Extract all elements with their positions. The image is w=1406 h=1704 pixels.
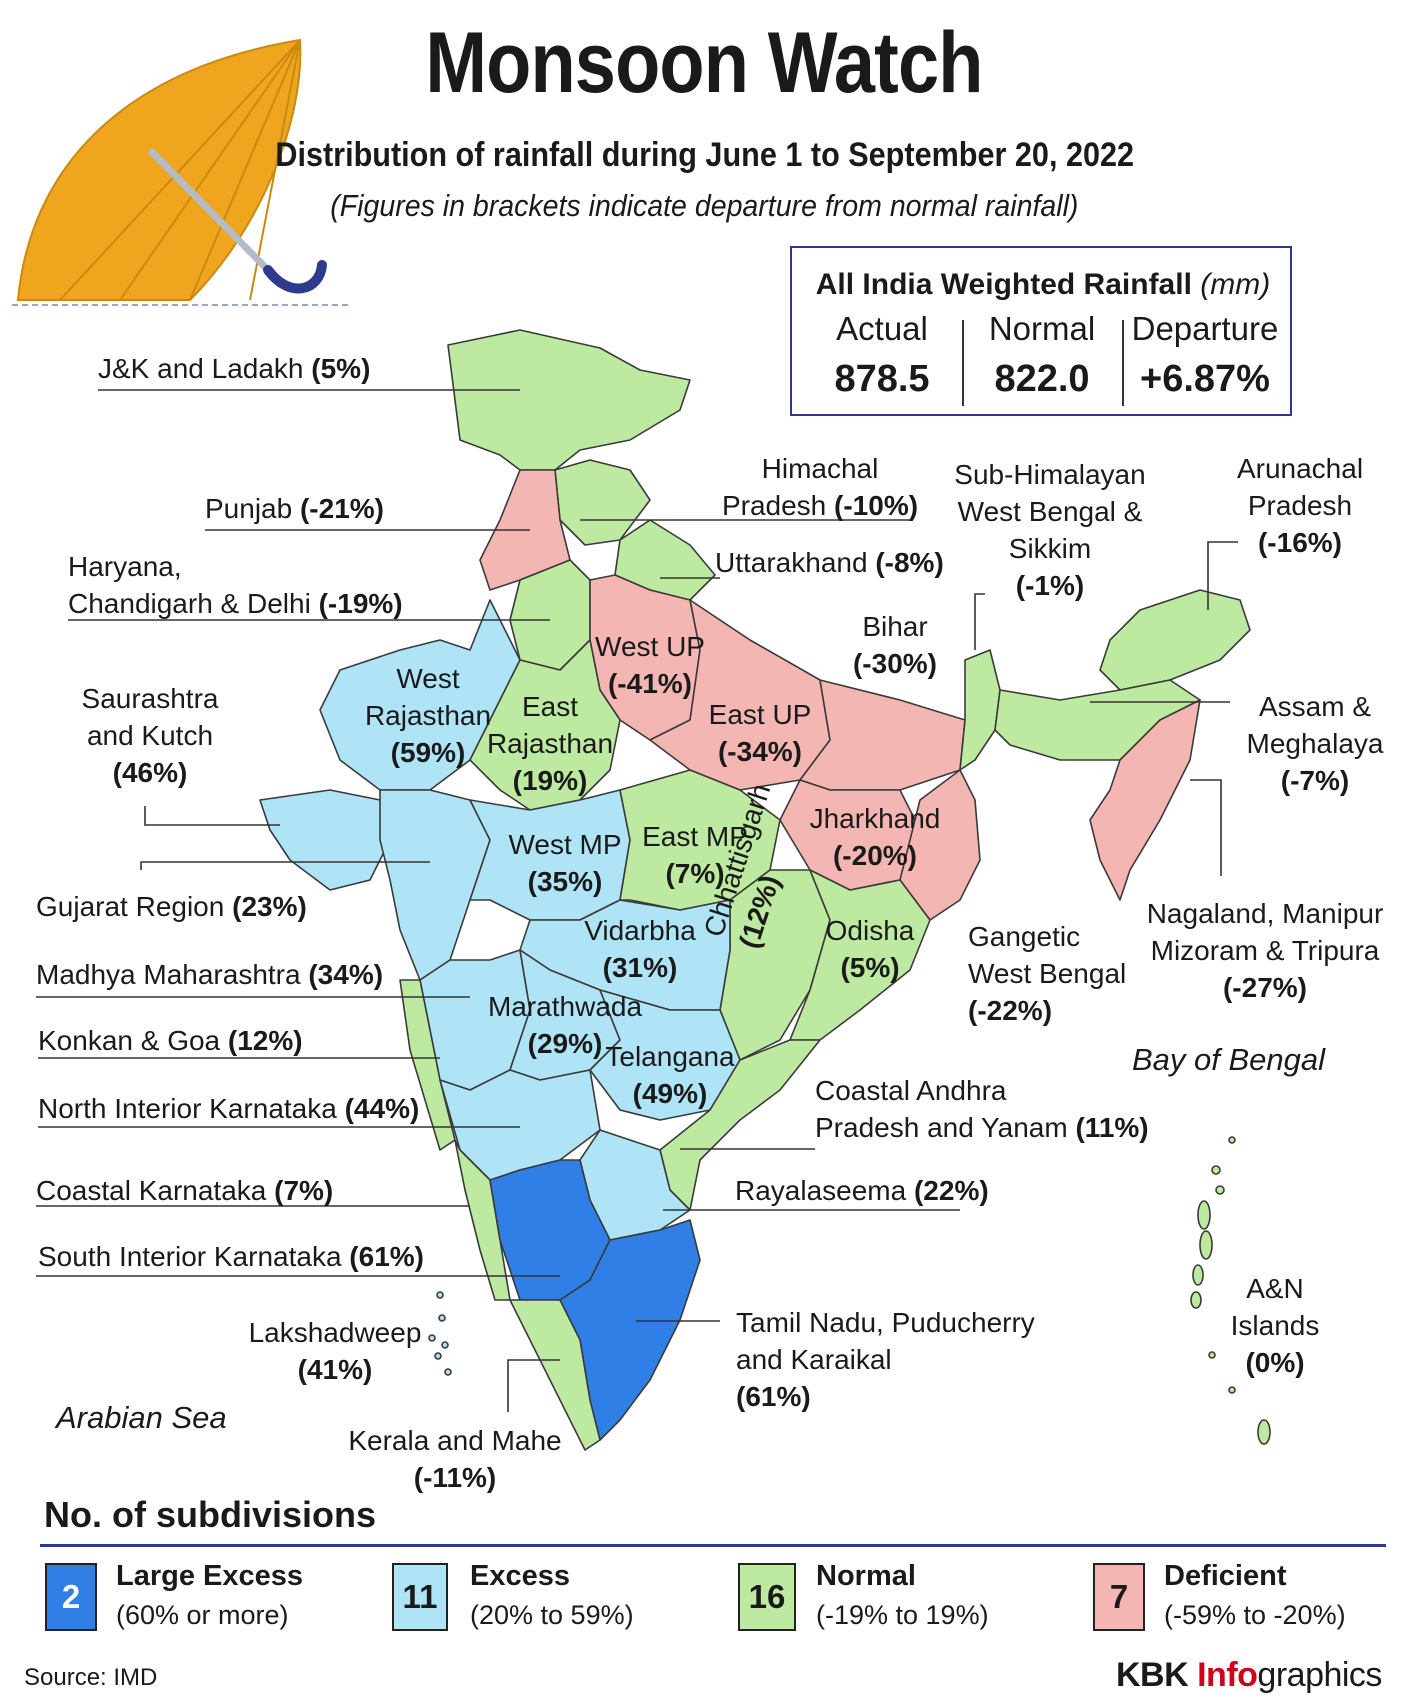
page-title: Monsoon Watch <box>425 15 983 111</box>
legend-box-excess: 11 <box>392 1563 448 1631</box>
label-bih: Bihar (-30%) <box>852 611 937 679</box>
page-note: (Figures in brackets indicate departure … <box>330 188 1079 223</box>
summary-title: All India Weighted Rainfall (mm) <box>792 268 1294 302</box>
legend-box-large-excess: 2 <box>45 1563 97 1631</box>
label-wraj: West Rajasthan (59%) <box>364 663 492 768</box>
label-emp: East MP (7%) <box>642 821 748 889</box>
label-gwb: Gangetic West Bengal (-22%) <box>968 921 1127 1026</box>
summary-divider <box>1122 320 1124 406</box>
label-sik: South Interior Karnataka (61%) <box>38 1241 424 1272</box>
label-od: Odisha (5%) <box>825 915 915 983</box>
legend-box-deficient: 7 <box>1093 1563 1145 1631</box>
label-jk: J&K and Ladakh (5%) <box>98 353 371 384</box>
rainfall-summary-box: All India Weighted Rainfall (mm) Actual … <box>790 246 1292 416</box>
summary-departure: Departure +6.87% <box>1120 310 1290 401</box>
label-eraj: East Rajasthan (19%) <box>486 691 614 796</box>
label-ker: Kerala and Mahe (-11%) <box>348 1425 562 1493</box>
label-am: Assam & Meghalaya (-7%) <box>1246 691 1384 796</box>
region-eraj <box>469 639 621 811</box>
region-od <box>789 869 931 1041</box>
label-tel: Telangana (49%) <box>605 1041 735 1109</box>
label-nik: North Interior Karnataka (44%) <box>38 1093 420 1124</box>
label-rs: Rayalaseema (22%) <box>735 1175 989 1206</box>
legend-divider <box>40 1544 1386 1547</box>
label-shwb: Sub-Himalayan West Bengal & Sikkim (-1%) <box>954 459 1146 601</box>
region-ap-ar <box>1099 589 1251 691</box>
region-an <box>1190 1136 1271 1445</box>
label-bay-of-bengal: Bay of Bengal <box>1132 1042 1326 1077</box>
summary-normal: Normal 822.0 <box>962 310 1122 401</box>
region-guj <box>379 789 491 981</box>
legend-range-deficient: (-59% to -20%) <box>1164 1600 1346 1630</box>
label-uk: Uttarakhand (-8%) <box>715 547 944 578</box>
label-mw: Marathwada (29%) <box>487 991 643 1059</box>
legend-heading: No. of subdivisions <box>44 1494 377 1535</box>
label-wmp: West MP (35%) <box>508 829 622 897</box>
summary-actual-label: Actual <box>836 310 928 347</box>
summary-departure-value: +6.87% <box>1140 358 1270 400</box>
label-mmh: Madhya Maharashtra (34%) <box>36 959 384 990</box>
region-tel <box>589 989 741 1121</box>
summary-departure-label: Departure <box>1131 310 1279 347</box>
summary-unit: (mm) <box>1200 268 1271 301</box>
source-note: Source: IMD <box>24 1664 158 1691</box>
legend-name-large-excess: Large Excess <box>116 1560 304 1592</box>
label-cap: Coastal Andhra Pradesh and Yanam (11%) <box>815 1075 1149 1143</box>
label-pb: Punjab (-21%) <box>205 493 384 524</box>
label-tn: Tamil Nadu, Puducherry and Karaikal (61%) <box>736 1307 1035 1412</box>
region-jk <box>447 329 691 471</box>
label-nmmt: Nagaland, Manipur Mizoram & Tripura (-27%) <box>1146 898 1384 1003</box>
label-jh: Jharkhand (-20%) <box>809 803 941 871</box>
label-hcd: Haryana, Chandigarh & Delhi (-19%) <box>68 551 403 619</box>
label-wup: West UP (-41%) <box>595 631 705 699</box>
label-ap-ar: Arunachal Pradesh (-16%) <box>1236 453 1364 558</box>
summary-title-text: All India Weighted Rainfall <box>815 268 1192 301</box>
region-cap <box>659 1039 821 1211</box>
region-sk <box>259 789 391 891</box>
label-ck: Coastal Karnataka (7%) <box>36 1175 334 1206</box>
summary-normal-label: Normal <box>988 310 1096 347</box>
label-lak: Lakshadweep (41%) <box>248 1317 422 1385</box>
label-arabian-sea: Arabian Sea <box>56 1400 227 1435</box>
legend-name-normal: Normal <box>816 1560 916 1592</box>
summary-actual: Actual 878.5 <box>802 310 962 401</box>
leader-lines <box>36 389 1238 1412</box>
label-eup: East UP (-34%) <box>708 699 812 767</box>
region-shwb <box>959 649 1001 771</box>
summary-normal-value: 822.0 <box>994 358 1090 400</box>
label-vid: Vidarbha (31%) <box>584 915 696 983</box>
brand-logo: KBK Infographics <box>1116 1656 1382 1694</box>
legend-range-excess: (20% to 59%) <box>470 1600 634 1630</box>
legend-box-normal: 16 <box>738 1563 796 1631</box>
summary-divider <box>962 320 964 406</box>
legend-name-excess: Excess <box>470 1560 570 1592</box>
legend-range-large-excess: (60% or more) <box>116 1600 289 1630</box>
label-an: A&N Islands (0%) <box>1230 1273 1320 1378</box>
page-subtitle: Distribution of rainfall during June 1 t… <box>275 136 1135 174</box>
summary-actual-value: 878.5 <box>834 358 930 400</box>
region-lak <box>428 1291 452 1376</box>
label-hp: Himachal Pradesh (-10%) <box>721 453 919 521</box>
label-sk: Saurashtra and Kutch (46%) <box>81 683 219 788</box>
legend-name-deficient: Deficient <box>1164 1560 1287 1592</box>
region-nmmt <box>1089 699 1201 901</box>
label-kg: Konkan & Goa (12%) <box>38 1025 303 1056</box>
label-guj: Gujarat Region (23%) <box>36 891 307 922</box>
region-ker <box>509 1299 601 1451</box>
umbrella-icon <box>12 38 350 306</box>
legend-range-normal: (-19% to 19%) <box>816 1600 989 1630</box>
